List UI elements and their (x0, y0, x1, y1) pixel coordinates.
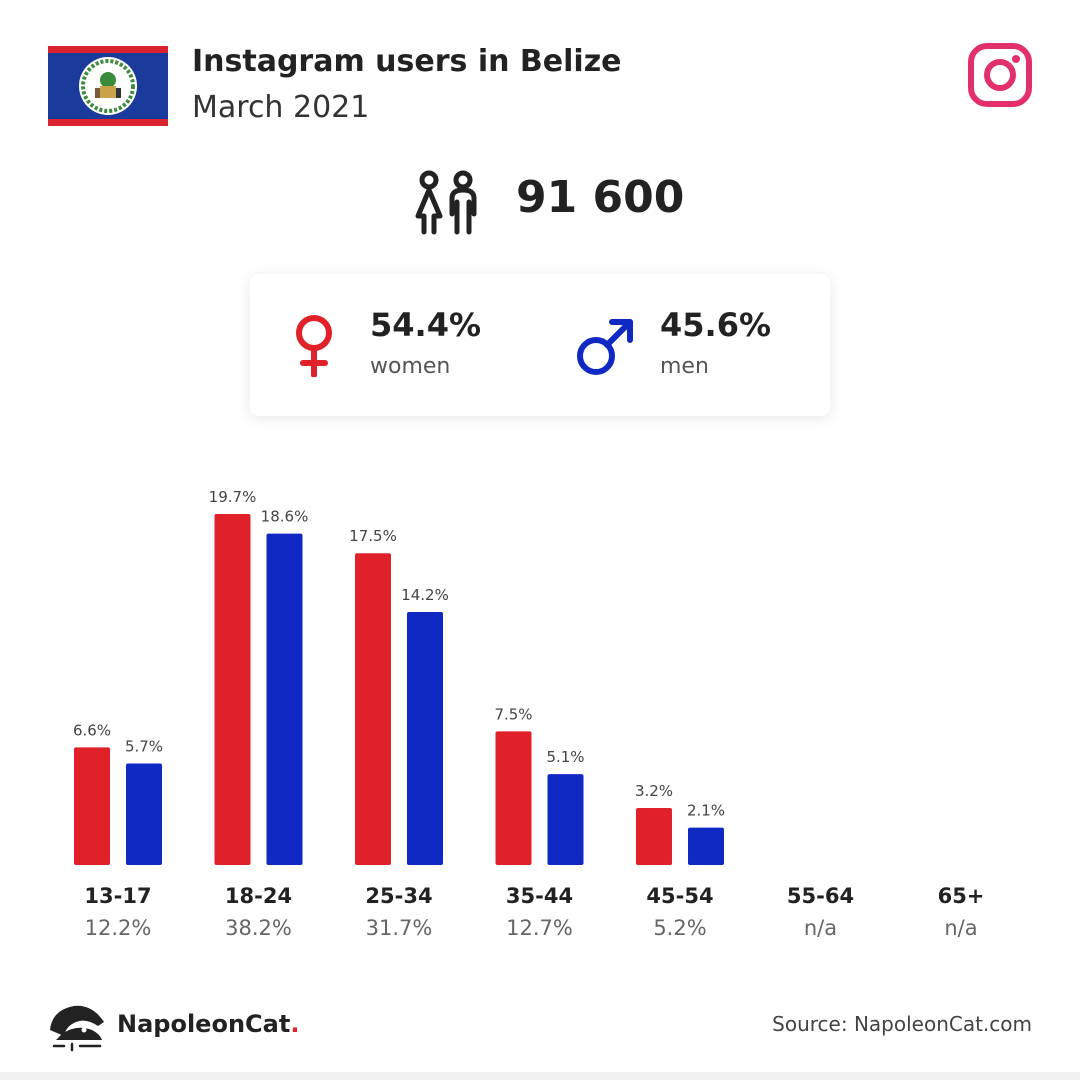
data-label-women-13-17: 6.6% (73, 721, 111, 739)
chart-subtitle: March 2021 (192, 90, 370, 125)
data-label-men-45-54: 2.1% (687, 802, 725, 820)
category-label-35-44: 35-44 (505, 884, 574, 908)
age-gender-bar-chart: 6.6% 5.7% 19.7%18.6% 17.5% 14.2% 7.5% 5.1% 3.2%… (73, 488, 725, 865)
bar-women-25-34 (355, 553, 391, 865)
brand-name: NapoleonCat. (117, 1010, 300, 1038)
category-total-18-24: 38.2% (225, 916, 292, 940)
belize-flag-icon (48, 46, 168, 126)
male-icon (577, 319, 633, 375)
bar-women-35-44 (495, 731, 532, 865)
category-total-45-54: 5.2% (653, 916, 707, 940)
data-label-women-45-54: 3.2% (635, 782, 673, 800)
instagram-icon (968, 43, 1032, 107)
bar-women-13-17 (74, 747, 110, 865)
category-label-13-17: 13-17 (84, 884, 152, 908)
data-label-women-35-44: 7.5% (494, 705, 532, 723)
bar-men-18-24 (266, 533, 303, 865)
bar-men-45-54 (688, 827, 724, 865)
category-label-65+: 65+ (937, 884, 985, 908)
bar-women-18-24 (214, 514, 251, 865)
women-percentage: 54.4% (370, 306, 482, 344)
category-label-18-24: 18-24 (224, 884, 293, 908)
data-label-men-18-24: 18.6% (261, 508, 309, 526)
category-total-13-17: 12.2% (84, 916, 152, 940)
category-total-35-44: 12.7% (506, 916, 573, 940)
men-label: men (660, 354, 709, 379)
category-label-25-34: 25-34 (365, 884, 433, 908)
bottom-strip (0, 1072, 1080, 1080)
bar-men-13-17 (126, 763, 162, 865)
bar-men-35-44 (547, 774, 584, 865)
total-users: 91 600 (516, 172, 685, 223)
data-label-men-13-17: 5.7% (125, 737, 163, 755)
category-total-65+: n/a (944, 916, 978, 940)
bar-women-45-54 (636, 807, 672, 865)
people-icon (415, 170, 477, 235)
chart-title: Instagram users in Belize (192, 44, 622, 79)
source-note: Source: NapoleonCat.com (772, 1012, 1032, 1036)
gender-card (250, 274, 830, 416)
data-label-men-35-44: 5.1% (546, 748, 584, 766)
category-total-55-64: n/a (803, 916, 838, 940)
female-icon (296, 315, 332, 377)
data-label-men-25-34: 14.2% (401, 586, 449, 604)
napoleoncat-logo-icon (50, 1005, 104, 1052)
category-label-45-54: 45-54 (646, 884, 714, 908)
category-total-25-34: 31.7% (365, 916, 433, 940)
women-label: women (370, 354, 451, 379)
bar-men-25-34 (407, 611, 443, 865)
data-label-women-18-24: 19.7% (209, 488, 257, 506)
data-label-women-25-34: 17.5% (349, 527, 397, 545)
men-percentage: 45.6% (660, 306, 772, 344)
category-label-55-64: 55-64 (786, 884, 855, 908)
